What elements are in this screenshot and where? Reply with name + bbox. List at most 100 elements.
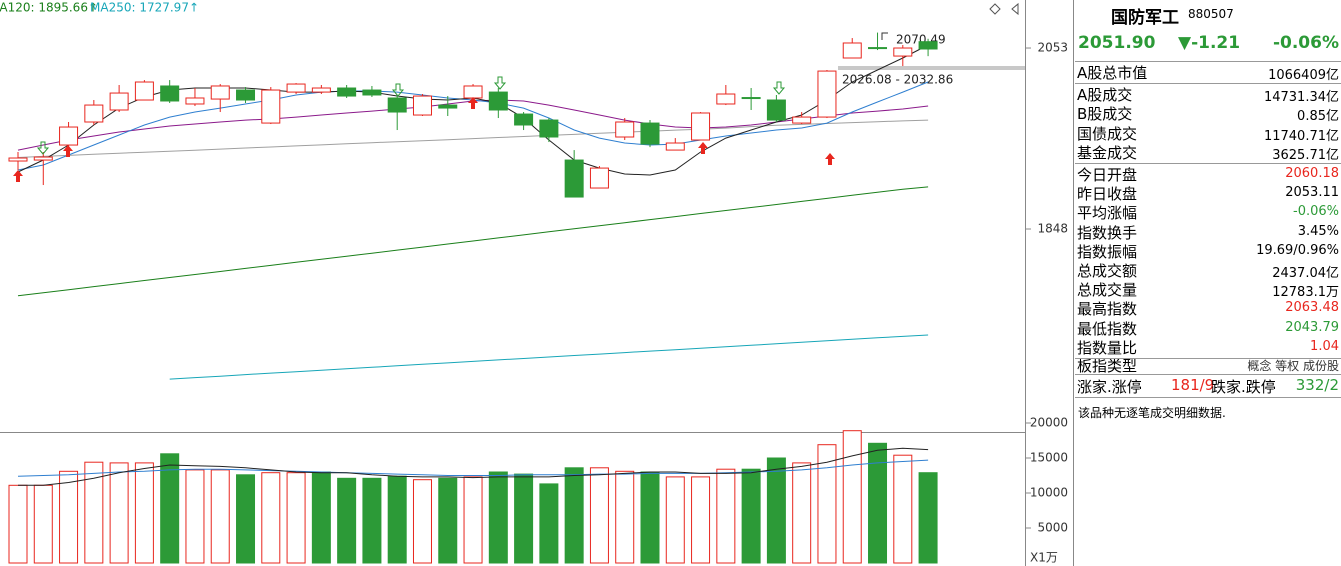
row-label: 昨日收盘 (1077, 185, 1138, 204)
ma-line (18, 447, 929, 486)
legend-entry: MA250: 1727.97↑ (90, 1, 199, 15)
note: 该品种无逐笔成交明细数据. (1078, 406, 1226, 420)
volume-bar (337, 477, 357, 564)
volume-bar (589, 467, 609, 564)
volume-bar (716, 468, 736, 564)
row-label: 指数量比 (1077, 338, 1138, 357)
volume-bar (615, 470, 635, 564)
candle-body (766, 99, 786, 121)
candle-body (337, 87, 357, 97)
volume-bar (564, 467, 584, 564)
volume-bar (488, 471, 508, 564)
row-label: 指数换手 (1077, 223, 1138, 242)
volume-bar (514, 473, 534, 564)
row-label: 平均涨幅 (1077, 204, 1138, 223)
row-value: 12783.1万 (1272, 285, 1339, 301)
row-label: 总成交量 (1077, 281, 1138, 300)
breadth-value: 332/2 (1295, 376, 1339, 394)
volume-bar (185, 469, 205, 564)
volume-bar (236, 474, 256, 564)
candle-body (792, 116, 812, 124)
row-value: 3.45% (1297, 223, 1339, 239)
candle-body (362, 89, 382, 96)
volume-bar (817, 444, 837, 564)
change: ▼-1.21 (1178, 33, 1241, 53)
ma-line (17, 459, 929, 477)
candle-body (665, 142, 685, 151)
candle-body (868, 47, 888, 50)
row-label: B股成交 (1077, 105, 1133, 124)
volume-bar (412, 479, 432, 564)
volume-bar (893, 454, 913, 564)
candle-body (741, 97, 761, 100)
volume-bar (691, 476, 711, 564)
buy-arrow (468, 97, 478, 109)
ma-line (169, 334, 929, 380)
separator (1075, 163, 1341, 164)
separator (1075, 358, 1341, 359)
volume-bar (261, 472, 281, 564)
legend-entry: MA120: 1895.66↑ (0, 1, 98, 15)
buy-arrow (698, 142, 708, 154)
separator (1075, 61, 1341, 62)
y-tick-label: 10000 (1030, 486, 1068, 500)
row-label: A股总市值 (1077, 64, 1148, 82)
row-label: 最低指数 (1077, 319, 1138, 338)
volume-bar (918, 472, 938, 564)
row-label: 总成交额 (1077, 262, 1138, 280)
index-name: 国防军工 (1111, 8, 1179, 28)
volume-bar (792, 462, 812, 564)
breadth-label: 涨家.涨停 (1077, 378, 1142, 396)
volume-bar (463, 476, 483, 564)
row-value: 19.69/0.96% (1256, 242, 1339, 258)
row-value: 0.85亿 (1297, 109, 1339, 125)
y-tick-label: 20000 (1030, 416, 1068, 430)
row-value: -0.06% (1293, 204, 1339, 220)
price: 2051.90 (1078, 33, 1156, 53)
row-label: A股成交 (1077, 86, 1133, 105)
row-value: 2060.18 (1285, 166, 1339, 181)
icon (989, 3, 1001, 15)
y-tick-label: 1848 (1037, 221, 1068, 235)
row-value: 14731.34亿 (1263, 90, 1339, 106)
volume-bar (741, 468, 761, 564)
candle-body (463, 85, 483, 99)
candle-body (893, 47, 913, 57)
row-value: 1066409亿 (1268, 68, 1339, 83)
buy-arrow (63, 145, 73, 157)
row-value: 3625.71亿 (1272, 147, 1339, 163)
unit-label: X1万 (1030, 551, 1058, 565)
volume-bar (286, 472, 306, 564)
row-label: 指数振幅 (1077, 242, 1138, 261)
volume-bar (539, 483, 559, 564)
volume-bar (640, 471, 660, 564)
candle-body (134, 81, 154, 101)
buy-arrow (13, 170, 23, 182)
separator (1075, 374, 1341, 375)
volume-bar (160, 453, 180, 564)
candle-body (716, 93, 736, 105)
candle-body (160, 85, 180, 102)
row-value: 11740.71亿 (1263, 128, 1339, 144)
ma-line (17, 119, 929, 158)
row-label: 板指类型 (1077, 357, 1138, 375)
sell-arrow (772, 81, 786, 95)
candle-body (691, 112, 711, 141)
y-tick-label: 15000 (1030, 451, 1068, 465)
candle-body (33, 156, 53, 161)
candle-body (589, 167, 609, 189)
volume-bar (109, 462, 129, 564)
candle-body (412, 95, 432, 116)
volume-bar (8, 484, 28, 564)
volume-bar (868, 442, 888, 564)
sell-arrow (36, 141, 50, 155)
candle-body (918, 41, 938, 50)
candle-body (817, 70, 837, 118)
candle-body (236, 89, 256, 101)
separator (1075, 397, 1341, 398)
chart: 2070.49 2026.08 - 2032.86 X1万 18482053MA… (0, 0, 1075, 566)
candle-body (438, 104, 458, 109)
buy-arrow (825, 153, 835, 165)
volume-bar (134, 462, 154, 564)
change-pct: -0.06% (1272, 33, 1339, 53)
